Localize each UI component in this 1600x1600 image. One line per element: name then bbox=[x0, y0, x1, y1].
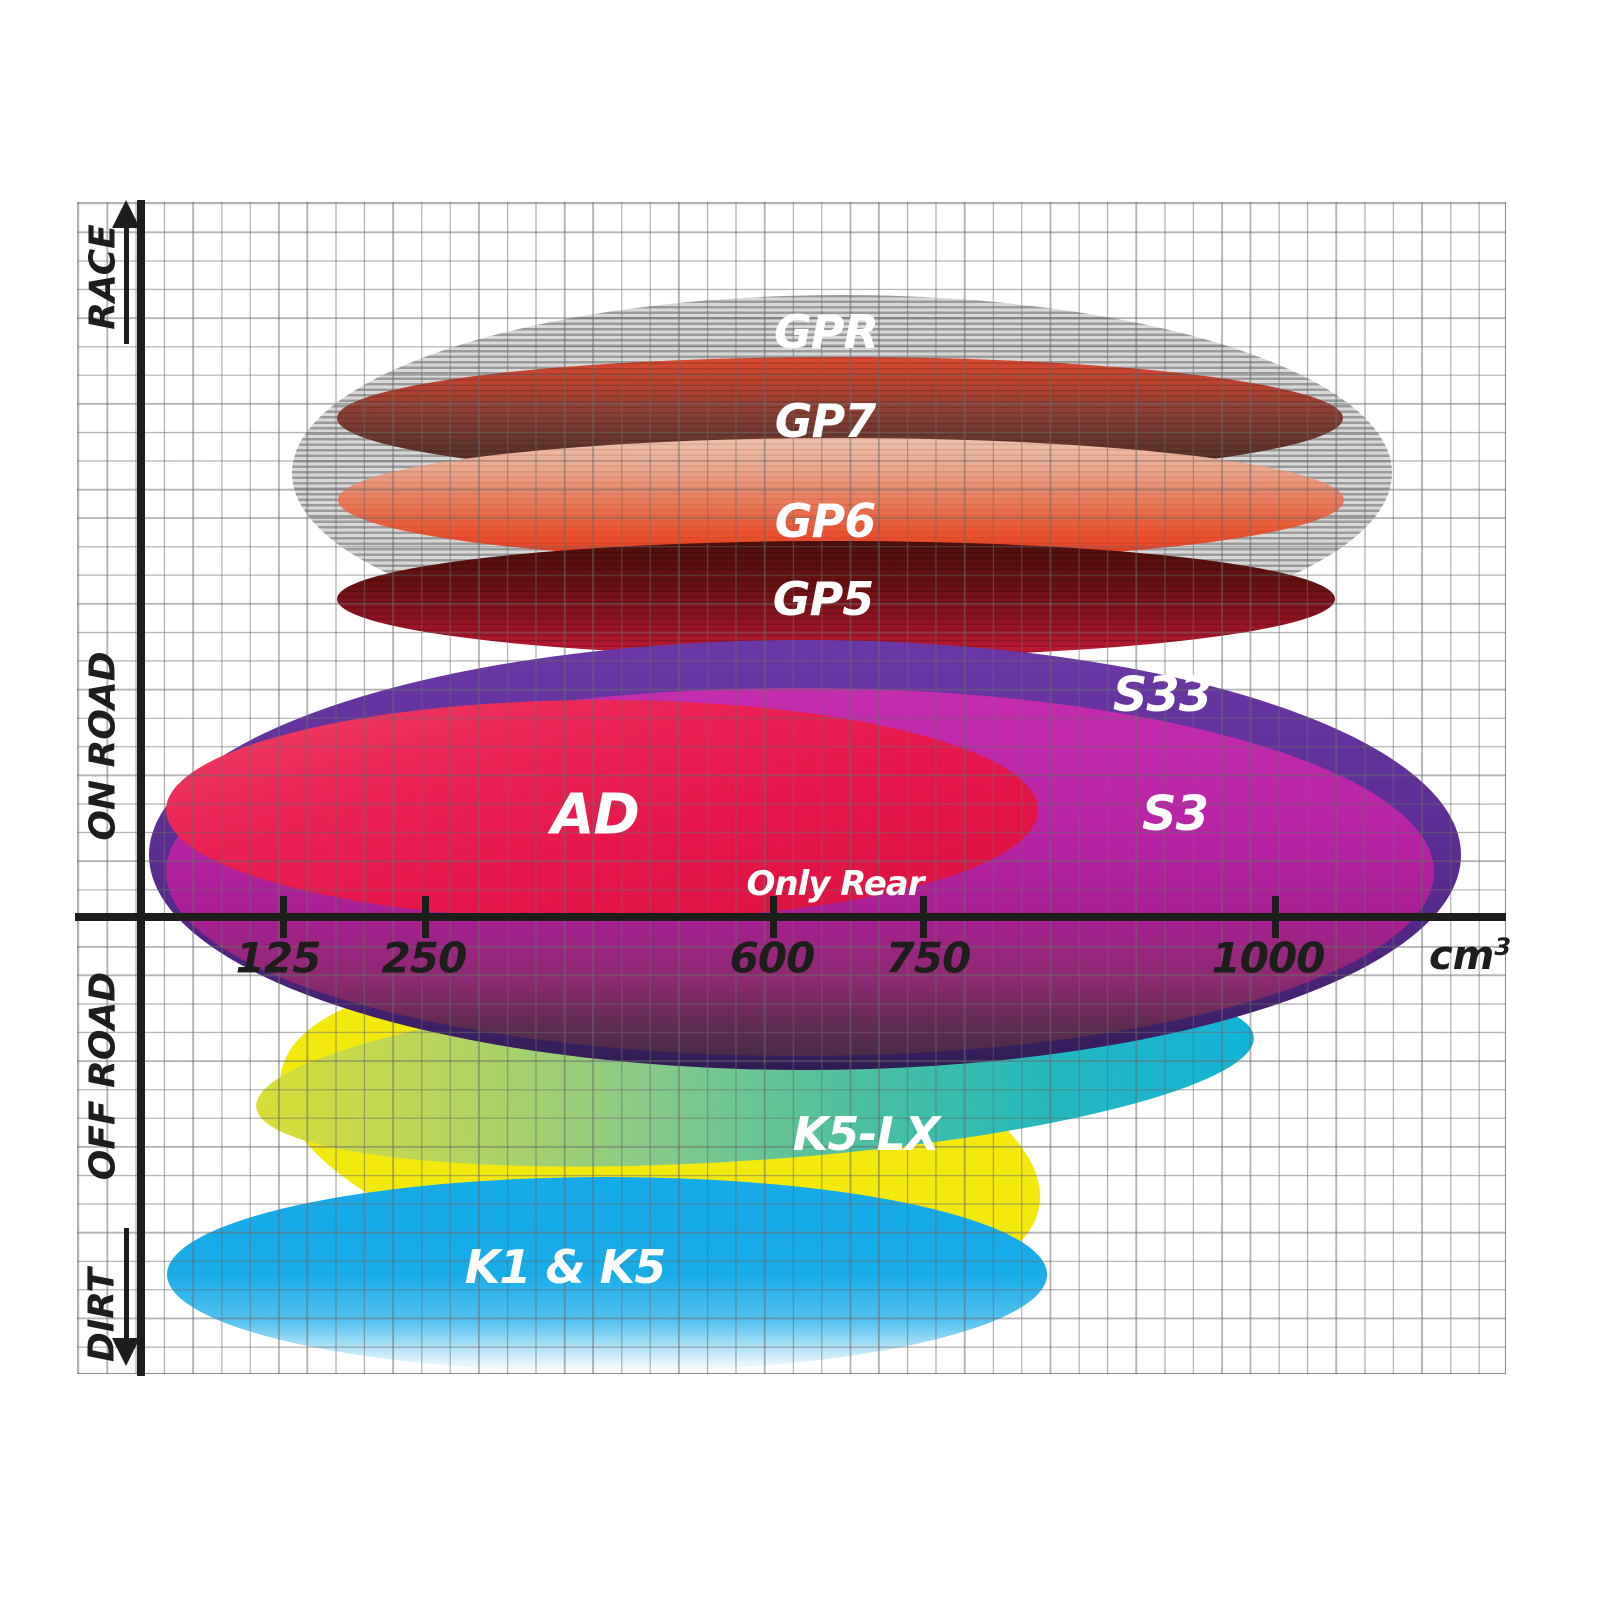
x-tick-label-125: 125 bbox=[235, 933, 322, 983]
x-tick-750 bbox=[920, 896, 927, 938]
y-zone-label-race: RACE bbox=[82, 224, 124, 330]
x-axis-unit-base: cm bbox=[1428, 933, 1495, 980]
region-label-k5lx: K5-LX bbox=[792, 1107, 941, 1161]
region-label-gp7: GP7 bbox=[774, 394, 876, 448]
race-arrow-up-icon bbox=[112, 200, 140, 228]
region-label-gp5: GP5 bbox=[772, 572, 874, 626]
race-arrow-shaft bbox=[124, 224, 129, 344]
x-axis-unit-label: cm3 bbox=[1429, 933, 1511, 979]
grid bbox=[77, 202, 1506, 1374]
x-tick-250 bbox=[422, 896, 429, 938]
x-tick-label-600: 600 bbox=[729, 933, 816, 983]
region-label-s33: S33 bbox=[1112, 667, 1212, 723]
x-tick-600 bbox=[770, 896, 777, 938]
x-axis-line bbox=[75, 913, 1506, 921]
y-axis-line bbox=[137, 200, 145, 1376]
region-label-k1k5: K1 & K5 bbox=[464, 1240, 666, 1294]
region-label-ad: AD bbox=[551, 782, 640, 848]
y-zone-label-off-road: OFF ROAD bbox=[82, 971, 124, 1181]
x-axis-unit-exponent: 3 bbox=[1494, 932, 1512, 961]
region-label-gpr: GPR bbox=[774, 305, 879, 359]
x-tick-label-250: 250 bbox=[381, 933, 468, 983]
x-tick-125 bbox=[280, 896, 287, 938]
x-tick-label-1000: 1000 bbox=[1211, 933, 1326, 983]
dirt-arrow-down-icon bbox=[112, 1338, 140, 1366]
y-zone-label-on-road: ON ROAD bbox=[82, 651, 124, 841]
region-label-s3: S3 bbox=[1142, 786, 1209, 842]
dirt-arrow-shaft bbox=[124, 1228, 129, 1340]
x-tick-label-750: 750 bbox=[885, 933, 972, 983]
x-tick-1000 bbox=[1272, 896, 1279, 938]
region-label-gp6: GP6 bbox=[774, 494, 876, 548]
